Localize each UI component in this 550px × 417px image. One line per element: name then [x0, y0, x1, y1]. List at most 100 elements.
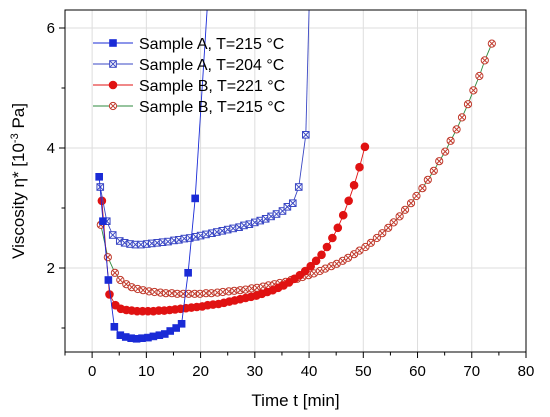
data-point-cross [231, 287, 238, 294]
x-tick-label: 0 [88, 363, 96, 380]
data-point-cross [128, 284, 135, 291]
data-point-cross [459, 114, 465, 121]
data-point [138, 286, 148, 295]
data-point [99, 217, 107, 225]
data-point-cross [197, 290, 203, 297]
data-point-cross [436, 158, 443, 165]
data-point-cross [362, 244, 369, 250]
series-layer [95, 10, 496, 343]
data-point-cross [413, 193, 420, 199]
data-point [452, 125, 461, 134]
data-point-cross [151, 289, 158, 295]
series-line-tail [305, 10, 310, 135]
legend-label: Sample A, T=215 °C [139, 36, 284, 53]
data-point [372, 233, 381, 243]
data-point [207, 289, 216, 298]
legend-marker [108, 80, 118, 90]
data-point [288, 199, 297, 207]
data-point [389, 218, 398, 227]
data-point-cross [373, 235, 380, 241]
data-point [469, 86, 478, 95]
data-point [480, 56, 489, 65]
y-tick-label: 4 [47, 140, 55, 157]
data-point-cross [295, 183, 303, 191]
data-point [333, 223, 343, 233]
series-line-tail [194, 10, 208, 199]
data-point-cross [424, 176, 431, 183]
data-point-cross [465, 101, 471, 108]
data-point-cross [111, 269, 118, 276]
data-point-cross [481, 57, 488, 64]
data-point [306, 261, 315, 271]
data-point-cross [322, 265, 329, 272]
data-point [95, 173, 103, 181]
series-3 [97, 142, 370, 316]
legend-entry: Sample A, T=204 °C [93, 57, 284, 74]
data-point-cross [447, 137, 454, 144]
data-point-cross [242, 286, 249, 293]
data-point [103, 253, 112, 262]
data-point [177, 319, 186, 328]
data-point-cross [311, 270, 317, 277]
data-point [317, 250, 326, 260]
data-point [366, 238, 375, 247]
data-point [487, 39, 496, 48]
data-point-cross [140, 287, 146, 294]
data-point-cross [367, 239, 374, 246]
data-point [360, 142, 370, 152]
legend-entry: Sample B, T=221 °C [93, 78, 285, 95]
legend-marker [108, 101, 118, 111]
plot-frame [64, 9, 527, 353]
data-point [435, 157, 444, 166]
data-point [311, 256, 321, 266]
data-point-cross [351, 251, 357, 258]
legend-label: Sample B, T=215 °C [139, 99, 285, 116]
series-2 [96, 10, 310, 249]
data-point-cross [356, 247, 363, 254]
data-point-cross [419, 185, 426, 192]
data-point [332, 259, 341, 268]
data-point [457, 113, 467, 122]
data-point-cross [385, 224, 392, 231]
data-point [230, 286, 239, 295]
data-point [361, 242, 370, 252]
data-point-cross [333, 260, 340, 267]
data-point [475, 71, 484, 81]
data-point [423, 175, 432, 184]
data-point [355, 162, 364, 172]
data-point-cross [208, 290, 215, 297]
y-axis-title: Viscosity η* [10-3 Pa] [9, 103, 28, 259]
data-point-cross [185, 290, 192, 297]
data-point-cross [254, 284, 260, 291]
data-point [384, 223, 393, 232]
data-point [463, 100, 473, 109]
data-point [173, 289, 182, 298]
data-point [446, 136, 455, 145]
data-point [110, 322, 119, 331]
data-point-cross [408, 200, 414, 207]
data-point [300, 266, 310, 276]
axis-ticks: 0 10 20 30 40 50 60 70 80 2 4 6 [47, 20, 535, 380]
legend-label: Sample A, T=204 °C [139, 57, 284, 74]
x-tick-label: 20 [192, 363, 209, 380]
legend-marker-cross [110, 103, 116, 109]
data-point [110, 268, 119, 277]
data-point [116, 275, 125, 285]
data-point [309, 269, 319, 278]
series-line [99, 134, 307, 246]
legend: Sample A, T=215 °C Sample A, T=204 °C Samp… [93, 36, 285, 116]
y-axis-title-exponent: -3 [9, 133, 21, 143]
legend-entry: Sample B, T=215 °C [93, 99, 285, 116]
x-tick-label: 10 [138, 363, 155, 380]
data-point-cross [117, 277, 124, 283]
y-axis-title-main: Viscosity η* [10 [9, 143, 28, 259]
data-point-cross [488, 40, 495, 47]
data-point-cross [174, 290, 181, 297]
data-point-cross [442, 148, 449, 155]
data-point [338, 210, 348, 220]
y-tick-label: 2 [47, 260, 55, 277]
data-point-cross [109, 231, 117, 239]
series-1 [95, 10, 208, 343]
data-point-cross [345, 254, 352, 261]
